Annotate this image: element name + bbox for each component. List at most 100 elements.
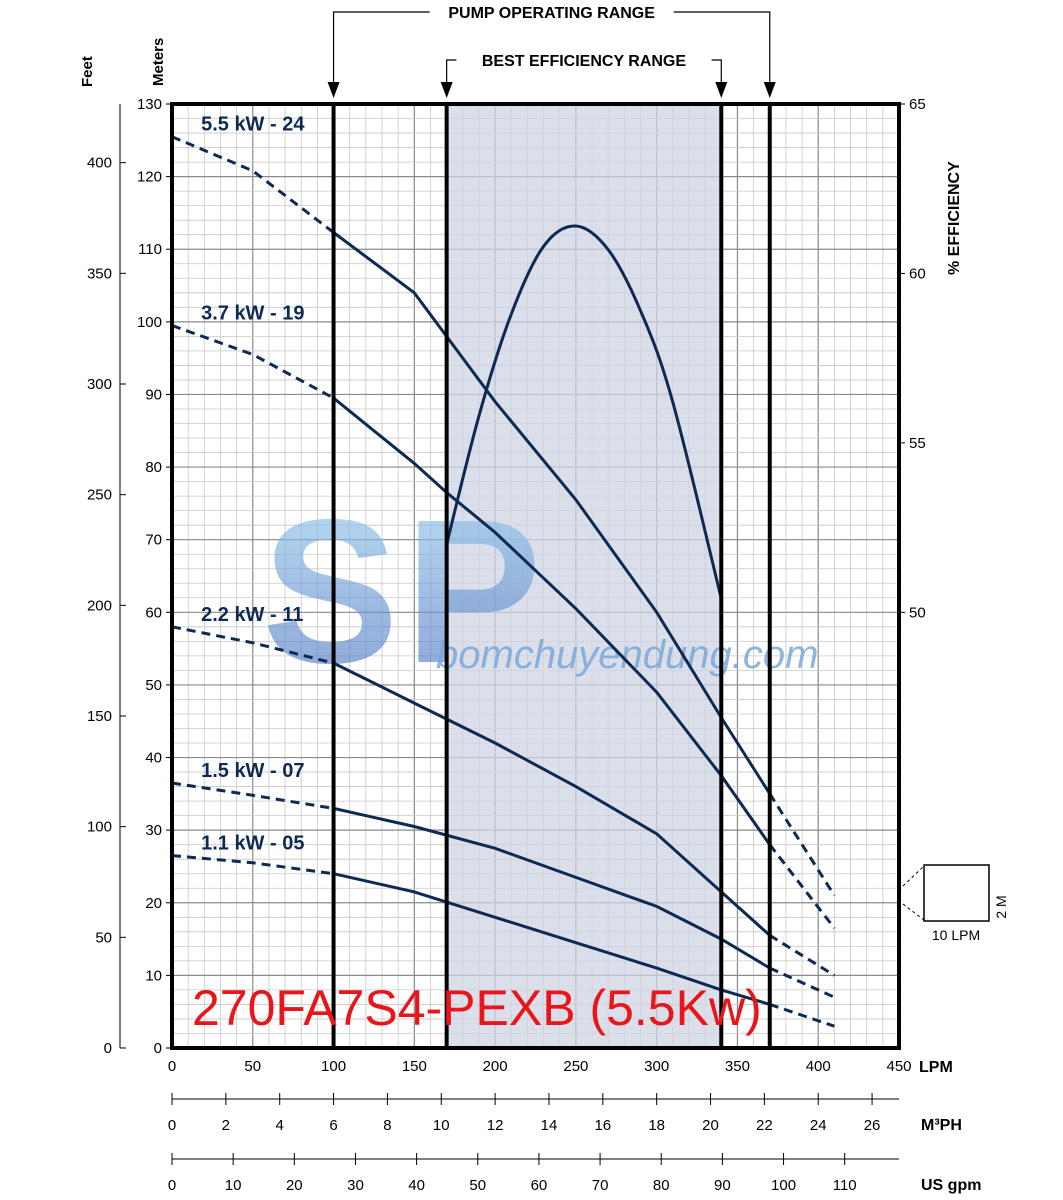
m3ph-tick-label: 10 (433, 1117, 450, 1134)
x-tick-label: 100 (321, 1058, 346, 1075)
operating-range-arrow-right (763, 82, 776, 98)
y-tick-label: 90 (145, 386, 162, 403)
m3ph-tick-label: 22 (756, 1117, 773, 1134)
feet-tick-label: 150 (87, 708, 112, 725)
y-tick-label: 120 (137, 169, 162, 186)
usgpm-tick-label: 50 (469, 1177, 486, 1194)
usgpm-tick-label: 60 (531, 1177, 548, 1194)
series-label: 1.1 kW - 05 (201, 833, 304, 855)
series-label: 5.5 kW - 24 (201, 114, 305, 136)
x-tick-label: 50 (244, 1058, 261, 1075)
y-tick-label: 0 (154, 1040, 162, 1057)
series-label: 2.2 kW - 11 (201, 604, 303, 626)
m3ph-tick-label: 18 (648, 1117, 665, 1134)
best-efficiency-range-label: BEST EFFICIENCY RANGE (482, 53, 687, 70)
best-efficiency-range-bracket (446, 59, 722, 84)
usgpm-tick-label: 40 (408, 1177, 425, 1194)
usgpm-tick-label: 0 (168, 1177, 176, 1194)
operating-range-label: PUMP OPERATING RANGE (448, 5, 655, 22)
usgpm-tick-label: 70 (592, 1177, 609, 1194)
usgpm-tick-label: 110 (833, 1177, 857, 1194)
m3ph-tick-label: 24 (810, 1117, 827, 1134)
feet-tick-label: 50 (95, 929, 112, 946)
efficiency-tick-label: 65 (909, 96, 926, 113)
feet-tick-label: 200 (87, 597, 112, 614)
y-tick-label: 70 (145, 532, 162, 549)
y-tick-label: 80 (145, 459, 162, 476)
usgpm-axis-label: US gpm (921, 1177, 981, 1194)
watermark-text: bomchuyendung.com (436, 633, 818, 677)
m3ph-tick-label: 8 (383, 1117, 391, 1134)
head-curve-dashed-end (768, 843, 836, 930)
x-tick-label: 150 (402, 1058, 427, 1075)
x-tick-label: 250 (563, 1058, 588, 1075)
y-tick-label: 10 (145, 967, 162, 984)
feet-tick-label: 0 (104, 1040, 112, 1057)
head-curve-dashed-end (769, 1002, 835, 1028)
x-tick-label: 300 (644, 1058, 669, 1075)
m3ph-axis-label: M³PH (921, 1117, 962, 1134)
feet-tick-label: 400 (87, 155, 112, 172)
grid-scale-x-label: 10 LPM (932, 927, 980, 943)
efficiency-axis-label: % EFFICIENCY (946, 161, 963, 275)
y-tick-label: 30 (145, 822, 162, 839)
operating-range-bracket (332, 11, 771, 84)
y-tick-label: 100 (137, 314, 162, 331)
m3ph-tick-label: 0 (168, 1117, 176, 1134)
x-tick-label: 200 (483, 1058, 508, 1075)
head-curve-dashed-start (171, 781, 334, 810)
y-tick-label: 20 (145, 895, 162, 912)
grid-scale-leader (902, 865, 925, 921)
efficiency-tick-label: 50 (909, 604, 926, 621)
x-tick-label: 0 (168, 1058, 176, 1075)
y-tick-label: 60 (145, 604, 162, 621)
usgpm-tick-label: 10 (225, 1177, 242, 1194)
feet-tick-label: 350 (87, 265, 112, 282)
feet-tick-label: 300 (87, 376, 112, 393)
best-efficiency-range-arrow-right (715, 82, 728, 98)
meters-axis-label: Meters (150, 38, 167, 86)
x-tick-label: 450 (886, 1058, 911, 1075)
watermark-logo: SP (262, 477, 547, 706)
usgpm-tick-label: 90 (714, 1177, 731, 1194)
usgpm-tick-label: 100 (771, 1177, 796, 1194)
m3ph-tick-label: 16 (594, 1117, 611, 1134)
grid-scale-y-label: 2 M (993, 895, 1009, 918)
efficiency-tick-label: 60 (909, 265, 926, 282)
m3ph-tick-label: 20 (702, 1117, 719, 1134)
series-label: 3.7 kW - 19 (201, 302, 304, 324)
chart-title: 270FA7S4-PEXB (5.5Kw) (192, 980, 762, 1036)
head-curve-dashed-end (768, 792, 836, 897)
head-curve-dashed-start (171, 854, 334, 876)
usgpm-tick-label: 30 (347, 1177, 364, 1194)
y-tick-label: 50 (145, 677, 162, 694)
m3ph-tick-label: 14 (541, 1117, 558, 1134)
operating-range-arrow-left (327, 82, 340, 98)
feet-tick-label: 100 (87, 819, 112, 836)
series-label: 1.5 kW - 07 (201, 760, 304, 782)
x-tick-label: 350 (725, 1058, 750, 1075)
m3ph-tick-label: 4 (276, 1117, 284, 1134)
feet-axis-label: Feet (79, 56, 96, 87)
m3ph-tick-label: 2 (222, 1117, 230, 1134)
grid-scale-box (923, 864, 990, 922)
usgpm-tick-label: 80 (653, 1177, 670, 1194)
plot-frame (170, 102, 901, 1050)
m3ph-tick-label: 6 (329, 1117, 337, 1134)
head-curve-dashed-end (769, 934, 836, 977)
feet-tick-label: 250 (87, 487, 112, 504)
usgpm-tick-label: 20 (286, 1177, 303, 1194)
efficiency-curve (445, 224, 723, 600)
efficiency-tick-label: 55 (909, 435, 926, 452)
head-curve (332, 396, 772, 846)
head-curve-dashed-end (769, 966, 836, 999)
y-tick-label: 40 (145, 750, 162, 767)
y-tick-label: 130 (137, 96, 162, 113)
head-curve-dashed-start (171, 625, 334, 665)
x-tick-label: 400 (806, 1058, 831, 1075)
best-efficiency-band (446, 104, 722, 1048)
y-tick-label: 110 (138, 241, 162, 258)
m3ph-tick-label: 26 (864, 1117, 881, 1134)
